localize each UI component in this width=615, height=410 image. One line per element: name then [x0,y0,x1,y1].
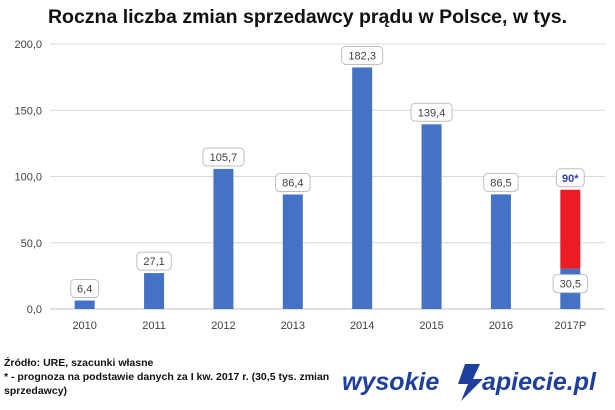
x-tick-label: 2013 [281,320,305,332]
y-tick-label: 150,0 [14,105,42,117]
lightning-bolt-icon [458,364,483,401]
bar [213,168,234,309]
data-label-box [70,279,100,299]
data-label-group: 139,4 [410,102,453,122]
data-label-box [552,274,589,294]
bar [144,273,165,309]
bar [74,300,95,309]
data-label-box [202,147,245,167]
data-label: 27,1 [143,256,164,268]
data-label: 139,4 [418,107,446,119]
forecast-footnote: * - prognoza na podstawie danych za I kw… [4,371,330,397]
y-tick-label: 50,0 [21,238,42,250]
data-labels: 6,4 27,1 105,7 86,4 182,3 139,4 86,5 90* 30,5 [70,45,589,299]
forecast-bar [560,189,581,269]
data-label: 86,5 [490,177,511,189]
data-label-box [410,102,453,122]
bar [352,67,373,309]
x-tick-label: 2017P [554,320,586,332]
data-label: 6,4 [77,284,92,296]
data-label: 30,5 [560,279,581,291]
data-label-box [483,172,519,192]
logo-text-left: wysokie [342,368,439,396]
data-label: 182,3 [348,50,376,62]
x-tick-label: 2012 [211,320,235,332]
data-label-group: 86,4 [275,173,311,193]
data-label-box [275,173,311,193]
gridlines [50,43,605,310]
x-tick-label: 2011 [142,320,166,332]
bar [282,194,303,309]
data-label-group: 27,1 [136,251,172,271]
y-tick-label: 100,0 [14,172,42,184]
chart-title: Roczna liczba zmian sprzedawcy prądu w P… [47,6,568,28]
data-label: 105,7 [210,152,238,164]
forecast-label: 90* [555,168,585,188]
data-label-box [555,168,585,188]
data-label: 90* [562,173,579,185]
data-label-group: 86,5 [483,172,519,192]
bar [421,124,442,309]
source-note: Źródło: URE, szacunki własne [4,357,154,369]
x-tick-label: 2010 [72,320,96,332]
logo-text-right: apiecie.pl [482,368,597,396]
x-axis-tick-labels: 2010 2011 2012 2013 2014 2015 2016 2017P [72,320,586,332]
data-label-box [341,45,384,65]
data-label-group: 30,5 [552,274,589,294]
y-tick-label: 200,0 [14,39,42,51]
data-label-box [136,251,172,271]
bar [490,194,511,309]
site-logo: wysokie apiecie.pl [342,364,597,401]
x-tick-label: 2016 [489,320,513,332]
y-tick-label: 0,0 [27,304,42,316]
data-label-group: 182,3 [341,45,384,65]
data-label-group: 105,7 [202,147,245,167]
data-label-group: 6,4 [70,279,100,299]
data-label: 86,4 [282,178,303,190]
x-tick-label: 2014 [350,320,374,332]
chart-footer: Źródło: URE, szacunki własne * - prognoz… [4,356,349,398]
y-axis-tick-labels: 0,0 50,0 100,0 150,0 200,0 [14,39,42,316]
x-tick-label: 2015 [419,320,443,332]
